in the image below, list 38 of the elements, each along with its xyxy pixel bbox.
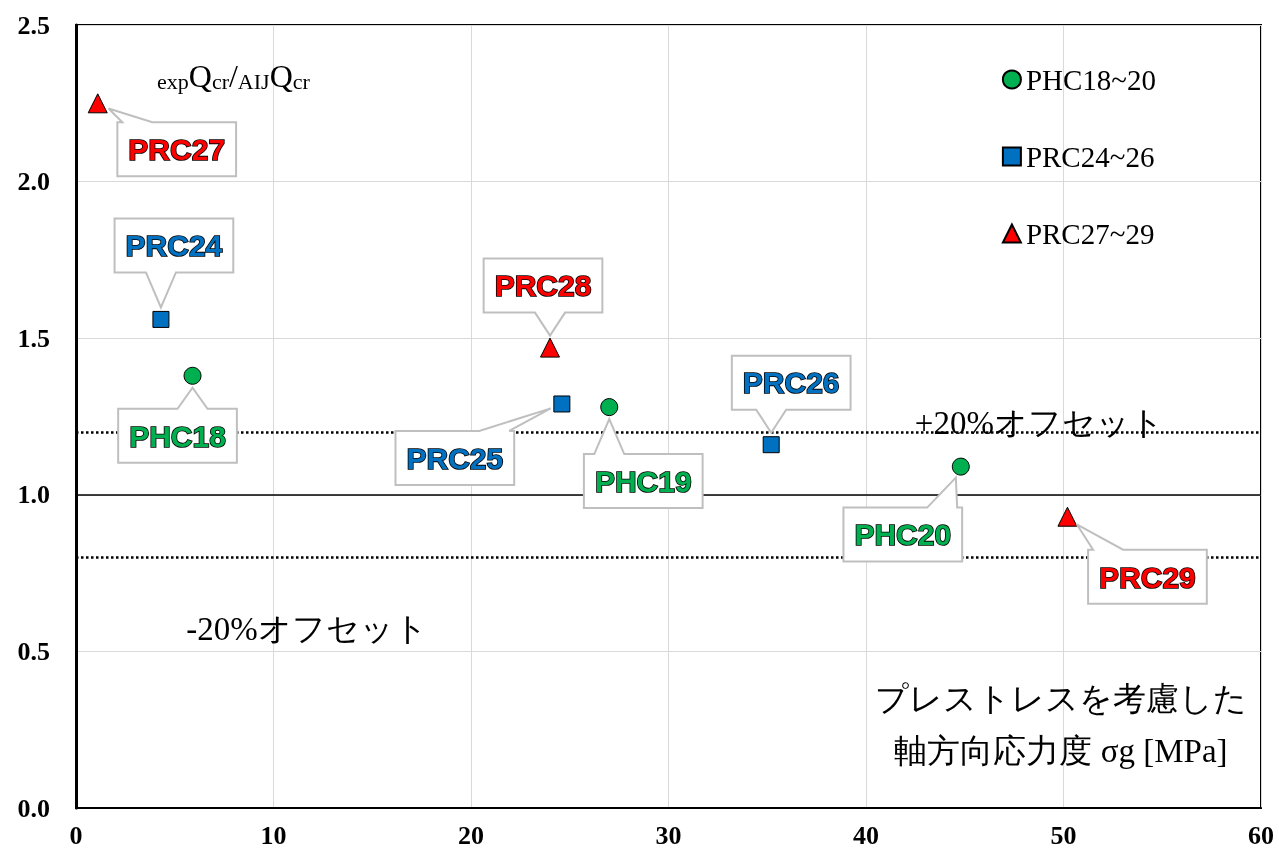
annotation: PRC26: [742, 366, 840, 400]
annotation: PRC28: [494, 269, 592, 303]
x-tick-label: 40: [853, 820, 879, 850]
x-axis-title: プレストレスを考慮した軸方向応力度 σg [MPa]: [875, 681, 1247, 769]
point: [951, 457, 970, 476]
annotation: PRC25: [406, 441, 504, 475]
point: [87, 93, 108, 114]
y-axis-title: $_{exp}$Q$_{cr}$/$_{AIJ}$Q$_{cr}$: [157, 58, 311, 94]
legend-label: PRC24~26: [1025, 140, 1155, 173]
point: [152, 310, 170, 328]
x-tick-label: 60: [1248, 820, 1274, 850]
x-tick-label: 10: [260, 820, 287, 850]
x-tick-label: 20: [458, 820, 484, 850]
x-tick-label: 30: [655, 820, 682, 850]
point: [762, 436, 780, 454]
y-tick-label: 1.0: [17, 480, 50, 510]
annotation: PHC19: [594, 464, 692, 498]
ref-line-label: -20%オフセット: [186, 611, 428, 648]
y-tick-label: 2.0: [17, 167, 50, 197]
y-tick-label: 0.5: [17, 636, 50, 666]
legend-label: PHC18~20: [1025, 63, 1157, 96]
point: [183, 366, 202, 385]
point: [1057, 506, 1078, 527]
annotation: PRC24: [125, 229, 223, 263]
x-tick-label: 50: [1050, 820, 1077, 850]
annotation: PRC29: [1099, 560, 1196, 594]
ref-line-label: +20%オフセット: [914, 405, 1164, 442]
point: [540, 337, 560, 358]
annotation: PHC18: [129, 419, 226, 453]
x-tick-label: 0: [69, 820, 83, 850]
point: [553, 395, 571, 413]
y-tick-label: 2.5: [17, 10, 50, 40]
annotation: PRC27: [128, 133, 226, 167]
point: [600, 398, 619, 417]
legend-label: PRC27~29: [1025, 217, 1155, 250]
y-tick-label: 1.5: [17, 323, 50, 353]
y-tick-label: 0.0: [17, 793, 50, 823]
annotation: PHC20: [854, 518, 952, 552]
